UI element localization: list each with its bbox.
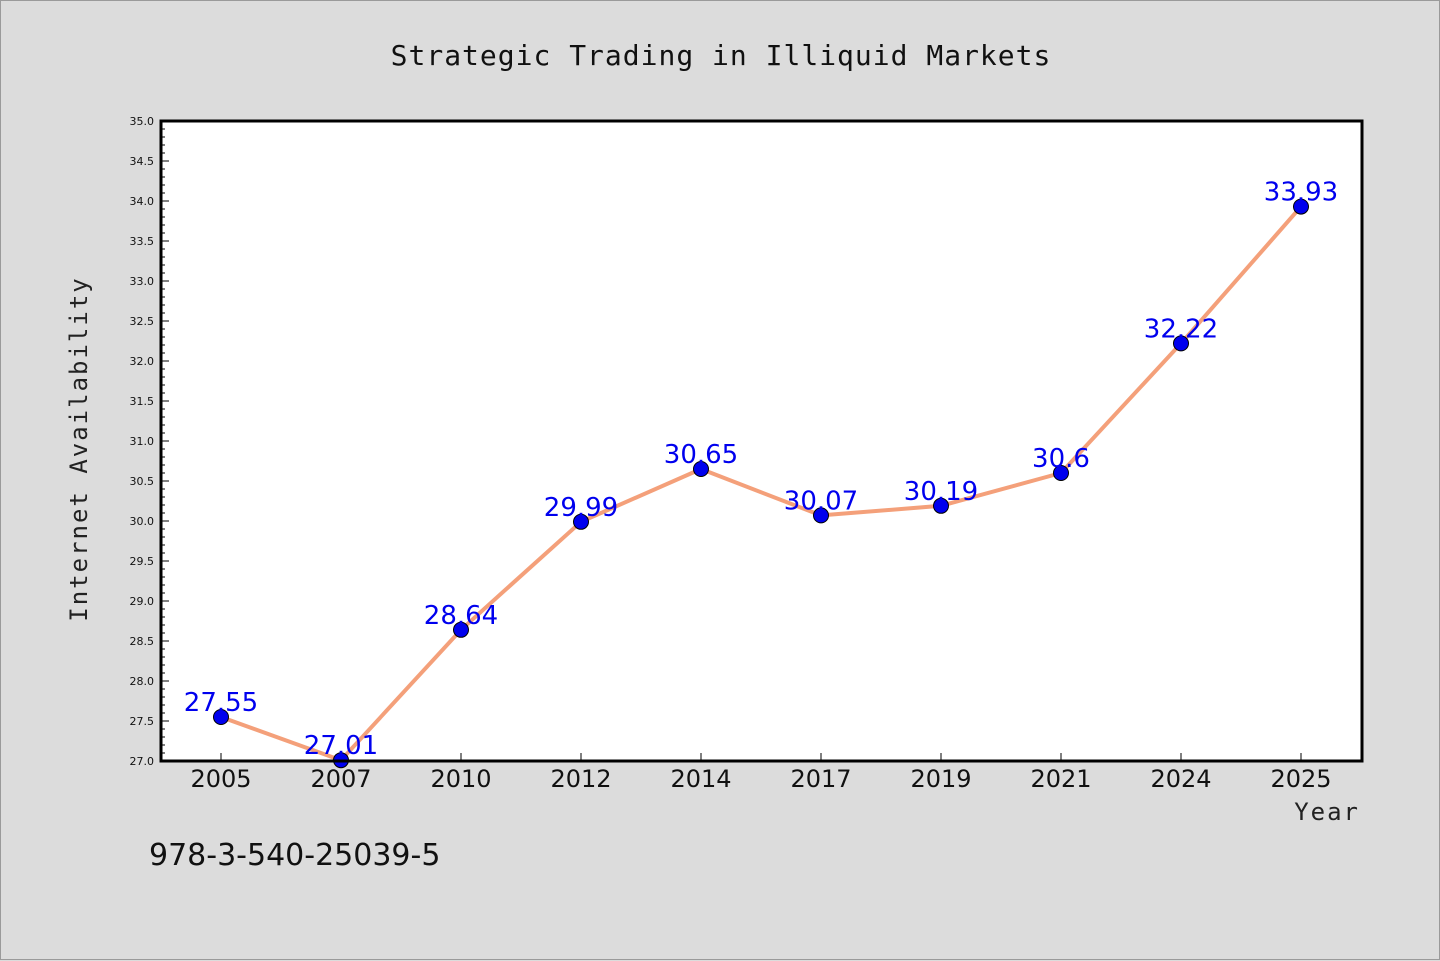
data-point [453,621,469,638]
y-tick-label: 32.0 [130,355,155,368]
data-label: 27.55 [184,688,258,718]
y-tick-label: 34.0 [130,195,155,208]
data-point [1293,198,1309,215]
x-axis-ticks: 2005 2007 2010 2012 2014 2017 2019 2021 2024 2025 [190,753,1332,793]
data-label: 28.64 [424,601,498,631]
y-axis-label: Internet Availability [65,276,93,621]
x-tick-label: 2019 [910,765,971,793]
plot-area [161,121,1362,761]
x-tick-label: 2010 [430,765,491,793]
x-tick-label: 2005 [190,765,251,793]
y-tick-label: 35.0 [130,115,155,128]
y-tick-label: 27.5 [130,715,155,728]
x-tick-label: 2014 [670,765,731,793]
y-tick-label: 34.5 [130,155,155,168]
data-point [933,497,949,514]
data-point [213,709,229,725]
data-point [1173,335,1189,352]
series-line [219,204,1303,763]
data-point [693,461,709,477]
y-tick-label: 33.0 [130,275,155,288]
data-label: 27.01 [304,731,378,761]
isbn-annotation: 978-3-540-25039-5 [149,838,440,873]
y-tick-label: 28.0 [130,675,155,688]
data-point [813,507,829,524]
y-tick-label: 31.0 [130,435,155,448]
x-tick-label: 2012 [550,765,611,793]
y-tick-label: 27.0 [130,755,155,768]
x-axis-label: Year [1294,798,1360,826]
y-tick-label: 30.0 [130,515,155,528]
x-tick-label: 2017 [790,765,851,793]
y-tick-label: 31.5 [130,395,155,408]
y-tick-label: 29.0 [130,595,155,608]
data-point [573,513,589,530]
series-points-group [213,198,1309,769]
data-label: 33.93 [1264,178,1338,208]
y-tick-label: 30.5 [130,475,155,488]
y-tick-label: 28.5 [130,635,155,648]
plot-frame [159,119,1364,763]
x-tick-label: 2021 [1030,765,1091,793]
x-tick-label: 2007 [310,765,371,793]
chart-title: Strategic Trading in Illiquid Markets [391,39,1052,72]
data-point [1053,465,1069,481]
data-label: 30.19 [904,477,978,507]
data-labels-group: 27.55 27.01 28.64 29.99 30.65 30.07 30.19 30.6 3… [184,178,1338,762]
x-tick-label: 2025 [1270,765,1331,793]
y-tick-label: 29.5 [130,555,155,568]
data-label: 32.22 [1144,314,1218,344]
y-tick-label: 32.5 [130,315,155,328]
data-label: 29.99 [544,493,618,523]
data-label: 30.6 [1032,444,1090,474]
data-label: 30.65 [664,440,738,470]
series-line-group [219,204,1303,763]
y-tick-label: 33.5 [130,235,155,248]
data-label: 30.07 [784,486,858,516]
x-tick-label: 2024 [1150,765,1211,793]
